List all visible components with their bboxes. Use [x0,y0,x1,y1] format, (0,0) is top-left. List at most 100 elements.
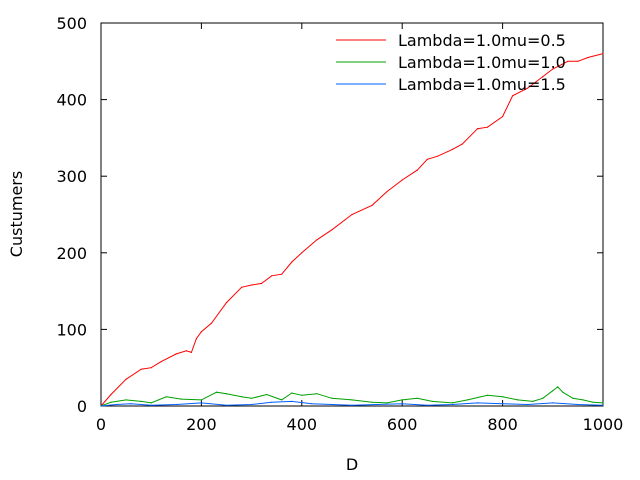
data-point [225,404,228,406]
data-point [165,396,167,398]
data-point [351,213,353,216]
x-tick-label: 1000 [583,415,624,434]
data-point [542,76,544,78]
data-point [281,399,283,401]
data-point [486,394,489,396]
data-point [301,394,303,396]
data-point [386,190,388,193]
data-point [261,282,263,284]
data-point [577,403,579,406]
data-point [225,393,228,395]
x-tick-label: 800 [487,415,518,434]
data-point [416,397,418,399]
data-point [371,204,373,206]
data-point [185,350,187,352]
data-point [175,353,177,355]
data-point [140,368,142,370]
data-point [251,397,253,399]
data-point [251,284,253,286]
y-tick-label: 300 [56,167,87,186]
data-point [451,148,453,150]
data-point [110,393,112,396]
data-point [461,143,463,145]
data-point [592,401,594,403]
data-point [215,391,218,393]
series-line-1 [100,53,604,407]
data-point [517,399,519,401]
data-point [567,60,569,62]
data-point [602,53,604,55]
data-point [502,396,504,398]
data-point [110,401,112,403]
data-point [552,390,554,392]
data-point [582,399,584,401]
data-point [587,56,589,59]
data-point [115,403,117,406]
data-point [466,399,469,401]
x-axis-label: D [346,455,358,474]
data-point [140,400,142,402]
data-point [436,155,438,157]
data-point [190,351,192,353]
data-point [316,239,318,241]
x-tick-label: 0 [96,415,106,434]
data-point [527,403,529,406]
data-point [401,403,403,405]
data-point [602,402,604,404]
data-point [150,404,152,406]
data-point [431,400,433,402]
data-point [316,393,318,395]
data-point [195,338,197,340]
data-point [416,169,418,171]
y-tick-label: 200 [56,244,87,263]
series-line-2 [100,386,604,407]
data-point [125,399,127,401]
data-point [210,322,212,324]
data-point [271,275,273,277]
data-point [572,397,574,399]
data-point [557,386,559,388]
data-point [301,252,303,254]
legend-label: Lambda=1.0mu=1.0 [398,53,566,72]
data-point [225,302,228,304]
legend-label: Lambda=1.0mu=0.5 [398,31,566,50]
data-point [486,126,489,128]
data-point [175,403,177,406]
data-point [291,392,293,394]
data-point [351,399,353,401]
data-point [476,128,479,130]
data-point [476,402,479,404]
data-point [241,286,243,288]
y-tick-label: 500 [56,14,87,33]
data-point [376,403,378,406]
data-point [251,403,253,406]
legend-label: Lambda=1.0mu=1.5 [398,75,566,94]
data-point [331,397,333,399]
y-tick-label: 100 [56,320,87,339]
series-lines [100,53,604,407]
data-point [562,391,564,393]
data-point [271,401,273,403]
data-point [150,402,152,404]
data-point [180,398,182,400]
data-point [426,404,428,406]
plot-frame [100,22,604,407]
y-tick-label: 0 [77,397,87,416]
x-tick-label: 200 [186,415,217,434]
x-tick-label: 400 [287,415,318,434]
legend: Lambda=1.0mu=0.5 Lambda=1.0mu=1.0 Lambda=1… [336,31,566,94]
data-point [331,229,333,231]
y-tick-label: 400 [56,91,87,110]
data-point [371,401,373,403]
y-axis-label: Custumers [7,171,26,257]
data-point [552,68,554,70]
data-point [451,402,453,404]
data-point [401,399,403,401]
data-point [200,331,202,333]
data-point [351,404,353,406]
data-point [125,378,127,380]
data-point [200,402,202,404]
data-point [241,396,243,398]
data-point [511,95,514,97]
